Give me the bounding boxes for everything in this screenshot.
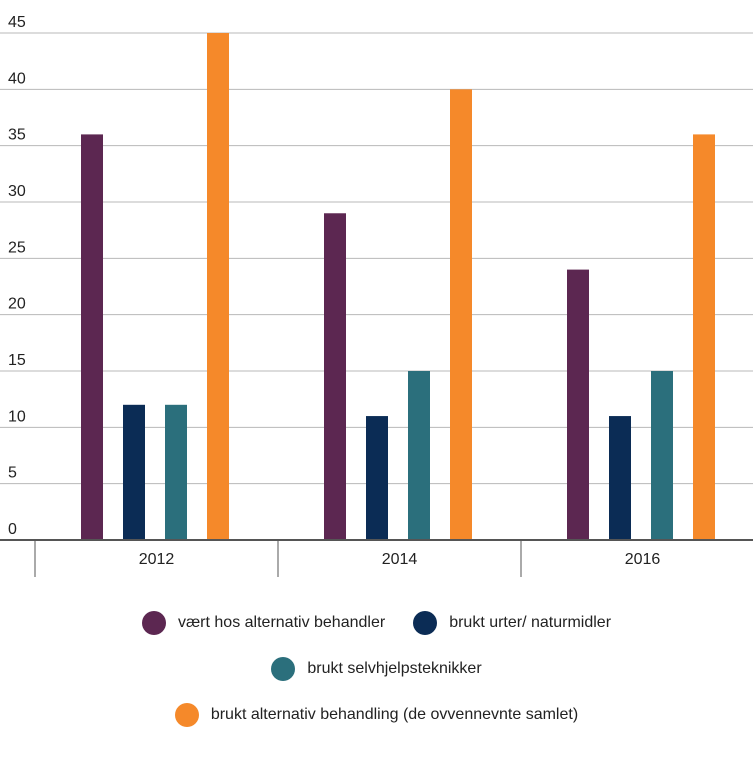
bar-1-2014: [324, 213, 346, 540]
bar-3-2014: [408, 371, 430, 540]
bar-2-2016: [609, 416, 631, 540]
legend-label: vært hos alternativ behandler: [177, 614, 386, 631]
legend-row: vært hos alternativ behandler brukt urter…: [0, 600, 753, 646]
y-tick-label: 0: [8, 521, 17, 538]
y-tick-label: 40: [8, 70, 26, 87]
legend-label: brukt alternativ behandling (de ovvennev…: [210, 706, 579, 723]
y-tick-label: 5: [8, 465, 17, 482]
legend-item: brukt selvhjelpsteknikker: [271, 657, 482, 681]
legend-label: brukt urter/ naturmidler: [449, 614, 612, 631]
legend-swatch: [141, 611, 166, 635]
bar-2-2014: [366, 416, 388, 540]
y-tick-label: 20: [8, 296, 26, 313]
legend-item: brukt urter/ naturmidler: [413, 611, 611, 635]
y-tick-label: 25: [8, 239, 26, 256]
legend-row: brukt selvhjelpsteknikker: [0, 646, 753, 692]
chart-canvas: 0 5 10 15 20 25 30 35 40 45 2012 2014 2016: [0, 14, 753, 577]
chart-legend: vært hos alternativ behandler brukt urter…: [0, 600, 753, 738]
x-tick-label: 2014: [382, 551, 418, 568]
bar-2-2012: [123, 404, 145, 540]
y-tick-label: 35: [8, 127, 26, 144]
legend-label: brukt selvhjelpsteknikker: [307, 660, 482, 677]
legend-swatch: [413, 611, 438, 635]
y-tick-label: 45: [8, 14, 26, 31]
x-tick-label: 2016: [625, 551, 661, 568]
legend-swatch: [271, 657, 296, 681]
x-tick-label: 2012: [139, 551, 175, 568]
legend-item: vært hos alternativ behandler: [141, 611, 386, 635]
legend-row: brukt alternativ behandling (de ovvennev…: [0, 692, 753, 738]
bar-1-2016: [567, 269, 589, 540]
bar-1-2012: [81, 134, 103, 540]
bar-3-2016: [651, 371, 673, 540]
legend-item: brukt alternativ behandling (de ovvennev…: [174, 703, 579, 727]
y-tick-label: 30: [8, 183, 26, 200]
bar-4-2012: [207, 33, 229, 540]
bar-4-2016: [693, 134, 715, 540]
bar-3-2012: [165, 404, 187, 540]
bar-chart: 0 5 10 15 20 25 30 35 40 45 2012 2014 2016: [0, 14, 753, 577]
legend-swatch: [174, 703, 199, 727]
y-tick-label: 10: [8, 408, 26, 425]
y-tick-label: 15: [8, 352, 26, 369]
bar-4-2014: [450, 89, 472, 540]
